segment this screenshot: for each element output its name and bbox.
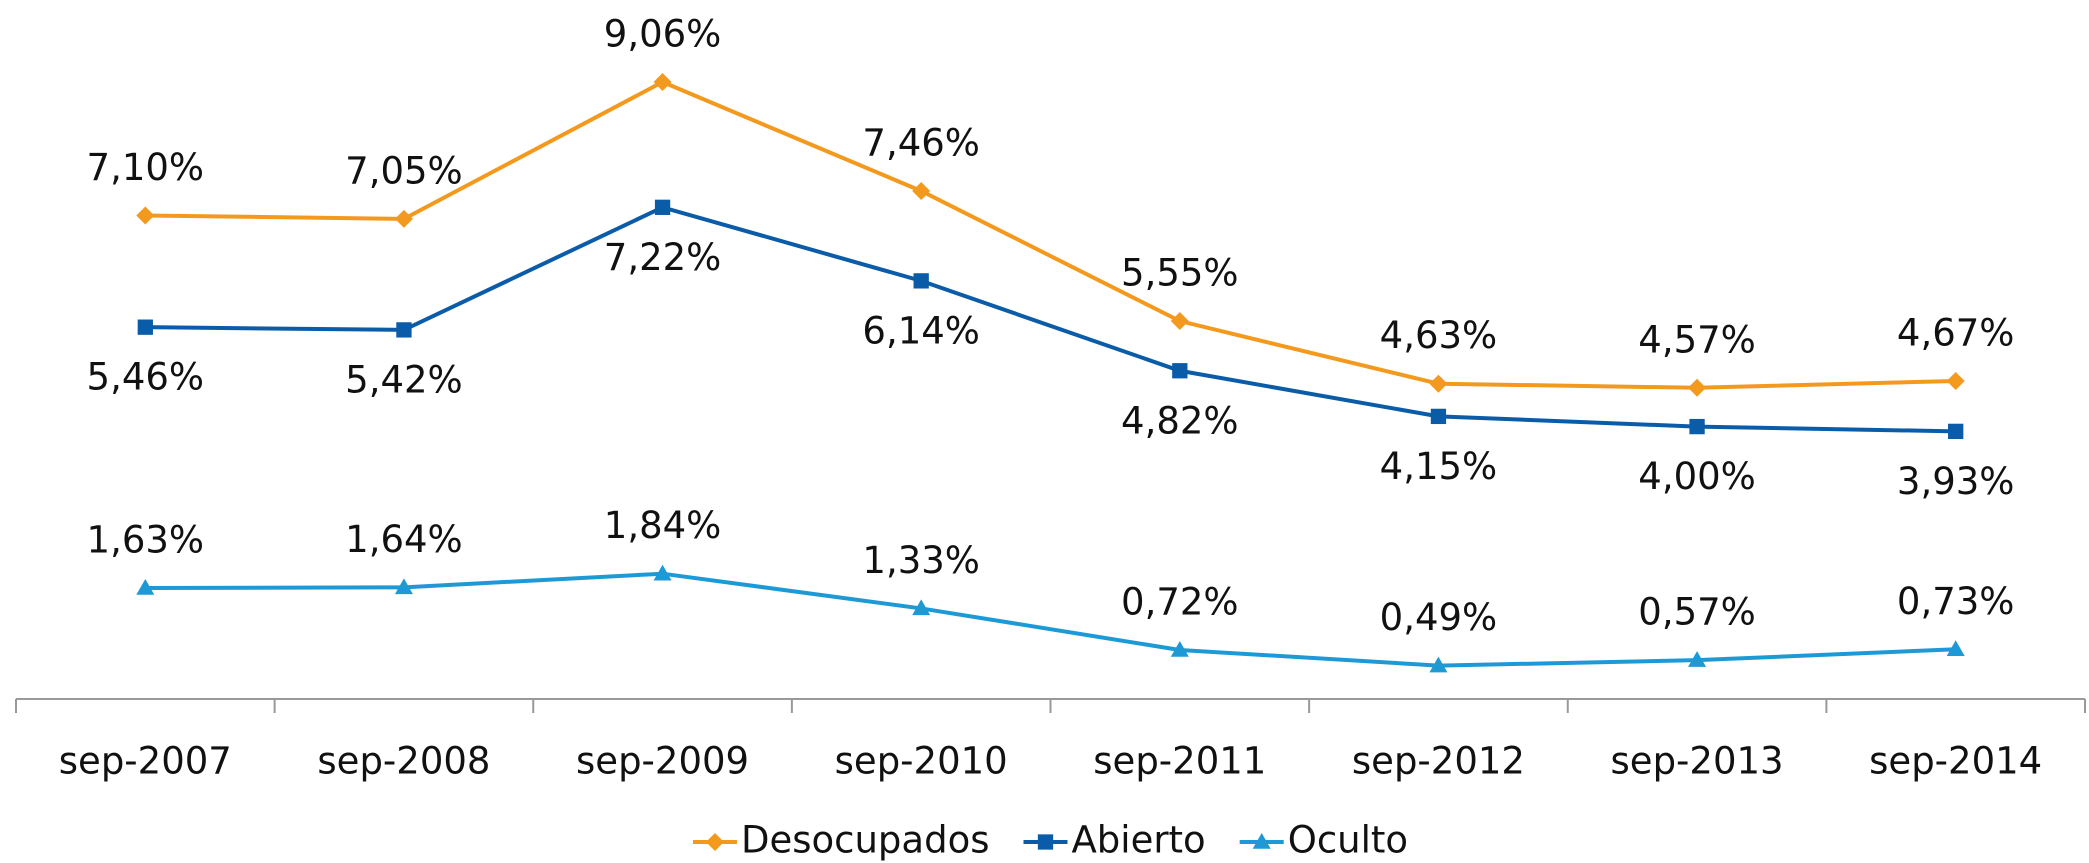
marker [136,206,155,225]
data-label: 7,05% [345,149,463,192]
data-label: 4,63% [1380,314,1498,357]
data-label: 0,49% [1380,596,1498,639]
x-tick-label: sep-2014 [1869,740,2042,783]
x-tick-label: sep-2008 [317,740,490,783]
data-label: 7,22% [604,236,722,279]
data-label: 7,46% [862,121,980,164]
legend-label: Abierto [1071,819,1205,862]
data-label: 7,10% [87,146,205,189]
data-label: 9,06% [604,13,722,56]
data-label: 0,57% [1638,591,1756,634]
data-label: 5,46% [87,356,205,399]
marker [1429,656,1448,673]
legend-label: Desocupados [741,819,990,862]
data-label: 4,82% [1121,399,1239,442]
marker [1252,833,1271,849]
x-tick-label: sep-2012 [1352,740,1525,783]
marker [1170,640,1189,657]
data-label: 3,93% [1897,460,2015,503]
marker [1689,418,1705,435]
data-label: 5,55% [1121,252,1239,295]
marker [1946,371,1965,390]
marker [1429,374,1448,393]
marker [1170,312,1189,331]
data-label: 1,33% [862,539,980,582]
x-tick-label: sep-2010 [835,740,1008,783]
marker [1037,834,1054,850]
data-label: 0,73% [1897,580,2015,623]
marker [396,322,412,338]
data-label: 4,15% [1380,445,1498,488]
data-label: 1,63% [87,518,205,561]
x-tick-label: sep-2009 [576,740,749,783]
data-label: 4,00% [1638,455,1756,498]
data-label: 1,84% [604,504,722,547]
marker [394,578,413,595]
marker [394,209,413,228]
series-line [145,205,1956,434]
marker [654,199,671,215]
marker [653,564,672,581]
data-label: 6,14% [862,309,980,352]
marker [653,73,672,92]
marker [1430,408,1447,425]
legend-label: Oculto [1288,819,1408,862]
marker [1172,363,1188,379]
data-label: 4,67% [1897,311,2015,354]
marker [1688,378,1707,397]
data-label: 5,42% [345,358,463,401]
x-tick-label: sep-2013 [1611,740,1784,783]
data-label: 4,57% [1638,318,1756,361]
x-tick-label: sep-2007 [59,740,232,783]
marker [1688,651,1707,667]
series-line [145,571,1956,668]
marker [1948,423,1964,440]
marker [912,599,931,616]
data-label: 0,72% [1121,580,1239,623]
marker [913,273,929,289]
legend: Desocupados Abierto Oculto [692,819,1408,862]
marker [705,833,724,851]
marker [912,181,931,200]
marker [137,319,153,335]
series-line [145,79,1956,390]
data-label: 1,64% [345,518,463,561]
marker [136,578,155,595]
x-tick-label: sep-2011 [1093,740,1266,783]
marker [1946,640,1965,657]
